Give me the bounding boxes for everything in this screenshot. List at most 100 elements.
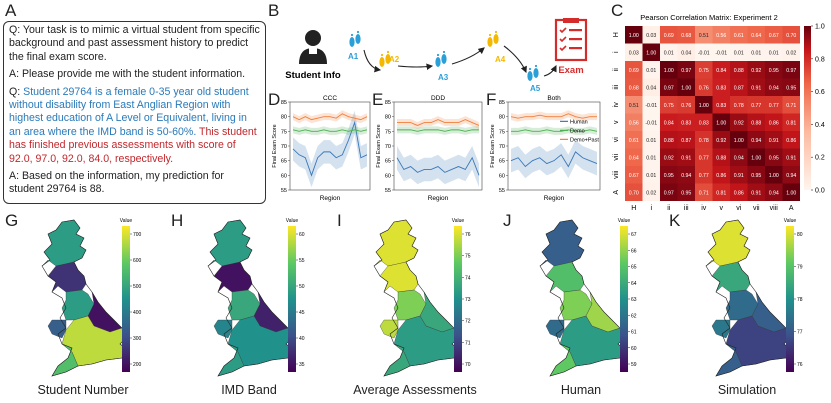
chart-xlabel: Region [320, 195, 341, 202]
qa-dialog-box: Q: Your task is to mimic a virtual stude… [3, 21, 266, 204]
series-band-demo [293, 126, 367, 135]
panel-letter-e: E [372, 90, 384, 109]
map-colorbar-tick-label: 71 [465, 340, 471, 346]
step-a5-label: A5 [530, 84, 541, 92]
heatmap-cell-value: 0.69 [629, 68, 639, 74]
heatmap-cell-value: 0.95 [769, 155, 779, 161]
panel-letter-j: J [503, 211, 512, 230]
heatmap-cell [747, 113, 765, 131]
heatmap-cell [660, 43, 678, 61]
heatmap-cell-value: 0.83 [699, 120, 709, 126]
map-outline [539, 219, 627, 377]
qa-q2-prefix: Q: [9, 85, 24, 98]
series-band-human [293, 110, 367, 188]
heatmap-cell [695, 96, 713, 114]
line-chart-both: Both Region Final Exam Score 55 60 65 70 75 80 85… [490, 95, 601, 202]
heatmap-cell [677, 148, 695, 166]
heatmap-cell [747, 148, 765, 166]
map-colorbar-tick-label: 600 [133, 258, 142, 264]
map-colorbar-tick-label: 74 [465, 275, 471, 281]
chart-title: CCC [323, 95, 337, 102]
footprint-a5-icon [527, 64, 539, 81]
step-a3-label: A3 [438, 73, 449, 82]
map-outline [705, 219, 793, 377]
heatmap-cell-value: 0.84 [664, 120, 674, 126]
map-colorbar-tick-label: 400 [133, 310, 142, 316]
heatmap-cell [730, 113, 748, 131]
heatmap-cell-value: 0.01 [751, 50, 761, 56]
heatmap-cell [747, 26, 765, 44]
heatmap-cell-value: 0.86 [716, 173, 726, 179]
heatmap-cells: 1.00 0.03 0.69 0.68 0.51 0.56 0.61 0.64 0.67 0.70… [625, 26, 800, 201]
qa-past-assessments: This student has finished previous asses… [9, 125, 257, 165]
step-a2-label: A2 [389, 55, 400, 64]
series-band-demo [397, 126, 479, 135]
legend-label: Demo [570, 128, 585, 134]
heatmap-cell-value: -0.01 [645, 120, 657, 126]
chart-ytick-label: 75 [499, 129, 505, 135]
map-colorbar-label: Value [784, 218, 797, 224]
chart-ylabel: Final Exam Score [272, 124, 278, 167]
heatmap-x-label: ii [667, 205, 671, 212]
heatmap-cell [642, 148, 660, 166]
map-colorbar-tick-label: 79 [797, 265, 803, 271]
line-chart-ddd: DDD Region Final Exam Score 55 60 65 70 75 80 85 [376, 95, 483, 202]
heatmap-cell-value: 0.97 [786, 68, 796, 74]
heatmap-cell-value: 0.61 [734, 33, 744, 39]
heatmap-x-label: iv [701, 205, 707, 212]
map-colorbar-tick-label: 72 [465, 319, 471, 325]
heatmap-cell-value: 0.91 [681, 155, 691, 161]
heatmap-cell-value: 0.01 [734, 50, 744, 56]
heatmap-cell-value: 1.00 [769, 173, 779, 179]
map-region-wales [379, 319, 399, 339]
qa-answer-1: A: Please provide me with the student in… [9, 68, 246, 81]
heatmap-cell [712, 131, 730, 149]
map-colorbar-label: Value [618, 218, 631, 224]
heatmap-cell [677, 113, 695, 131]
map-colorbar-tick-label: 55 [299, 258, 305, 264]
heatmap-x-label: vi [736, 205, 742, 212]
heatmap-cell [782, 113, 800, 131]
heatmap-cell [660, 131, 678, 149]
chart-ytick-label: 70 [385, 144, 391, 150]
heatmap-cell-value: 0.83 [716, 103, 726, 109]
heatmap-cell [747, 61, 765, 79]
heatmap-cell [695, 131, 713, 149]
heatmap-x-label: i [650, 205, 652, 212]
heatmap-cell-value: 0.03 [629, 50, 639, 56]
heatmap-cell-value: 0.71 [786, 103, 796, 109]
map-outline [207, 219, 295, 377]
map-colorbar-tick-label: 50 [299, 284, 305, 290]
heatmap-title: Pearson Correlation Matrix: Experiment 2 [640, 13, 778, 22]
map-colorbar-tick-label: 75 [465, 254, 471, 260]
map-colorbar-tick-label: 200 [133, 362, 142, 368]
map-region-wales [711, 319, 731, 339]
heatmap-y-label: A [613, 190, 620, 195]
heatmap-cell [695, 61, 713, 79]
heatmap-cell-value: 0.76 [699, 85, 709, 91]
heatmap-cell-value: 0.01 [646, 155, 656, 161]
heatmap-cell [730, 43, 748, 61]
heatmap-colorbar-tick-label: 0.8 [815, 56, 825, 63]
heatmap-cell-value: -0.01 [698, 50, 710, 56]
panel-letter-i: I [337, 211, 342, 230]
heatmap-cell-value: 0.75 [699, 68, 709, 74]
heatmap-y-label: vi [613, 137, 620, 143]
exam-label: Exam [558, 65, 583, 76]
heatmap-cell-value: 0.01 [769, 50, 779, 56]
map-colorbar-label: Value [286, 218, 299, 224]
qa-answer-2: A: Based on the information, my predicti… [9, 170, 224, 196]
heatmap-cell [642, 131, 660, 149]
heatmap-cell [677, 26, 695, 44]
heatmap-cell [712, 166, 730, 184]
uk-map-4 [539, 219, 627, 377]
heatmap-cell-value: 0.94 [786, 173, 796, 179]
heatmap-cell-value: 0.91 [769, 138, 779, 144]
map-outline [373, 219, 461, 377]
chart-ytick-label: 65 [499, 159, 505, 165]
chart-ytick-label: 80 [499, 115, 505, 121]
series-line-human [396, 156, 480, 176]
heatmap-cell-value: 0.01 [646, 138, 656, 144]
heatmap-cell-value: 0.83 [681, 120, 691, 126]
map-colorbar-tick-label: 63 [631, 297, 637, 303]
